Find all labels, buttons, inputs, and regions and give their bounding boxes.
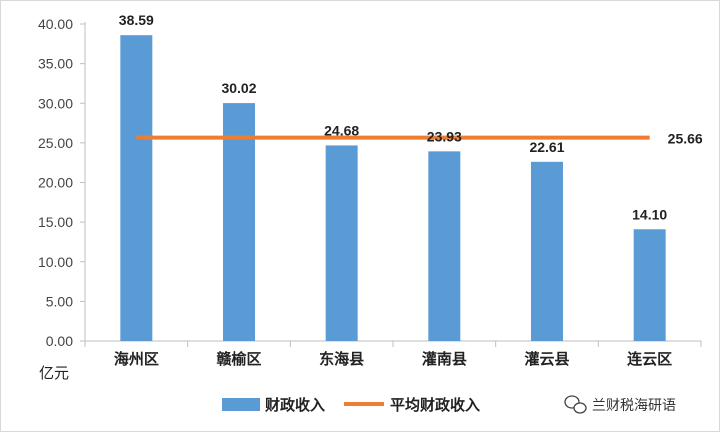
y-tick-label: 25.00: [38, 135, 73, 151]
x-category-label: 连云区: [627, 350, 672, 368]
legend: 财政收入 平均财政收入: [222, 396, 480, 414]
y-tick-label: 20.00: [38, 175, 73, 191]
y-tick-label: 40.00: [38, 16, 73, 32]
bar: [531, 161, 563, 341]
average-value-label: 25.66: [668, 131, 703, 147]
y-tick-label: 30.00: [38, 95, 73, 111]
x-category-label: 海州区: [114, 350, 159, 368]
bars: [120, 35, 666, 342]
bar-value-label: 22.61: [529, 139, 564, 155]
y-tick-label: 0.00: [46, 333, 73, 349]
bar: [325, 145, 358, 341]
y-tick-label: 10.00: [38, 254, 73, 270]
watermark: 兰财税海研语: [564, 395, 676, 414]
wechat-icon: [564, 395, 587, 414]
axes: 0.00 5.00 10.00 15.00 20.00 25.00 30.00 35.00 40…: [38, 16, 702, 368]
legend-label-bar: 财政收入: [265, 396, 325, 414]
x-category-label: 东海县: [319, 350, 364, 368]
bar-value-label: 14.10: [632, 206, 667, 222]
x-category-label: 灌南县: [422, 350, 467, 368]
y-tick-label: 5.00: [46, 293, 73, 309]
bar-value-label: 24.68: [324, 122, 359, 138]
legend-label-line: 平均财政收入: [390, 396, 480, 414]
data-labels: 38.59 30.02 24.68 23.93 22.61 14.10 25.66: [119, 12, 703, 222]
y-tick-label: 35.00: [38, 56, 73, 72]
unit-label: 亿元: [39, 364, 69, 382]
bar-value-label: 38.59: [119, 12, 154, 28]
y-tick-label: 15.00: [38, 214, 73, 230]
bar: [633, 229, 666, 341]
bar: [120, 35, 153, 341]
x-category-label: 赣榆区: [216, 350, 261, 368]
bar-value-label: 23.93: [427, 128, 462, 144]
legend-swatch-bar: [222, 398, 260, 411]
watermark-text: 兰财税海研语: [592, 398, 676, 414]
bar-value-label: 30.02: [221, 80, 256, 96]
bar: [428, 151, 461, 341]
bar: [223, 103, 255, 342]
x-category-label: 灌云县: [524, 350, 569, 368]
